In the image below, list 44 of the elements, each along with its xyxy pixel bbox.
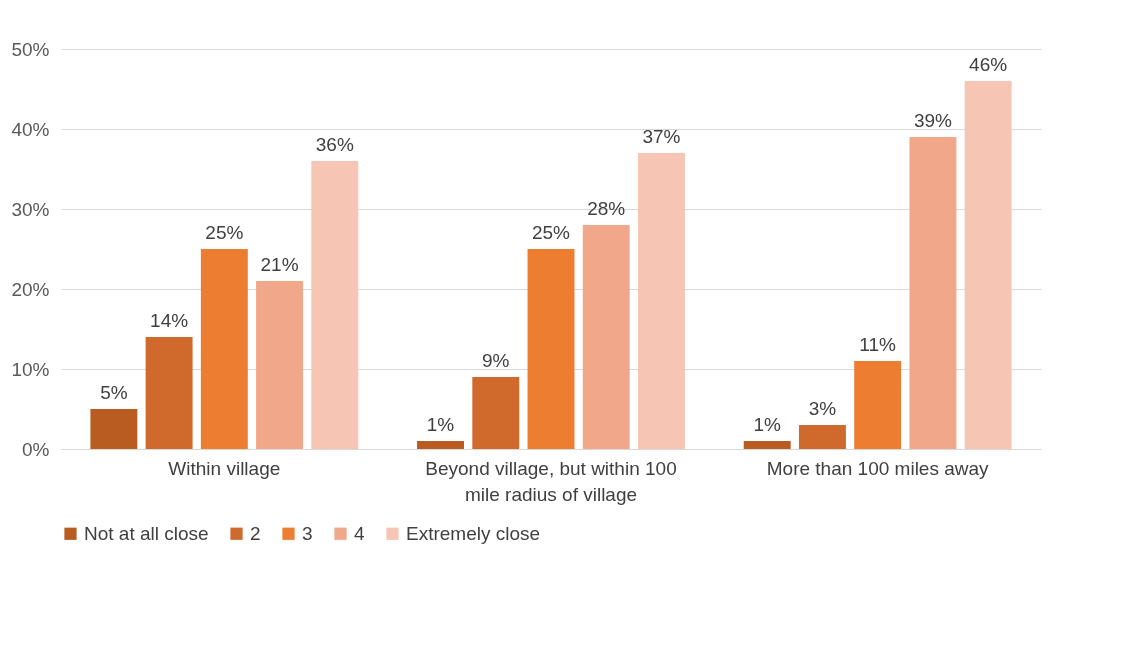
x-tick-label: Within village [168, 457, 281, 479]
bar [964, 81, 1012, 449]
legend-label: Extremely close [406, 522, 541, 544]
data-label: 28% [587, 198, 626, 219]
bar [256, 281, 304, 449]
y-tick-label: 0% [22, 438, 50, 460]
data-label: 36% [315, 134, 354, 155]
data-label: 1% [753, 414, 782, 435]
y-tick-label: 10% [11, 358, 50, 380]
bar [582, 225, 630, 449]
bar [311, 161, 359, 449]
legend-label: 2 [250, 522, 261, 544]
y-tick-label: 30% [11, 198, 50, 220]
bar [472, 377, 520, 449]
data-label: 46% [969, 54, 1008, 75]
data-label: 1% [426, 414, 455, 435]
data-label: 9% [482, 350, 510, 371]
y-tick-label: 20% [11, 278, 50, 300]
bar [854, 361, 902, 449]
bar [527, 249, 575, 449]
data-label: 21% [260, 254, 299, 275]
x-tick-label: Beyond village, but within 100 mile radius of village [425, 457, 677, 505]
bar [637, 153, 685, 449]
data-label: 3% [808, 398, 837, 419]
data-label: 11% [859, 334, 897, 355]
legend-label: Not at all close [84, 522, 209, 544]
y-tick-label: 40% [11, 118, 50, 140]
bar [145, 337, 193, 449]
data-label: 14% [150, 310, 189, 331]
data-label: 25% [205, 222, 244, 243]
bar [798, 425, 846, 449]
bar [200, 249, 248, 449]
bar [90, 409, 138, 449]
data-label: 25% [531, 222, 571, 243]
legend-label: 3 [302, 522, 313, 544]
bar [417, 441, 465, 449]
data-label: 39% [913, 110, 953, 131]
data-label: 37% [642, 126, 681, 147]
bar [909, 137, 957, 449]
legend-label: 4 [354, 522, 365, 544]
bar [743, 441, 791, 449]
data-label: 5% [100, 382, 128, 403]
x-tick-label: More than 100 miles away [766, 457, 990, 479]
y-tick-label: 50% [11, 38, 50, 60]
